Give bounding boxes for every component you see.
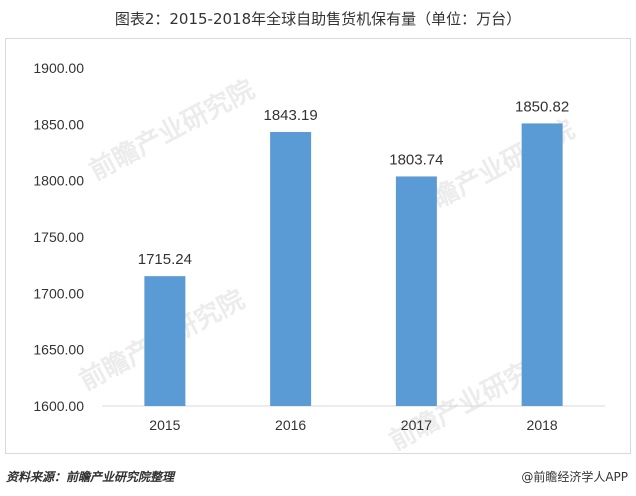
x-tick-label: 2016 <box>275 417 306 433</box>
data-label: 1843.19 <box>264 107 318 124</box>
data-label: 1850.82 <box>515 98 569 115</box>
y-tick-label: 1800.00 <box>33 173 84 189</box>
bar <box>521 123 563 406</box>
bar <box>270 132 312 407</box>
y-tick-label: 1700.00 <box>33 285 84 301</box>
data-label: 1803.74 <box>389 151 443 168</box>
brand-credit: @前瞻经济学人APP <box>521 470 628 484</box>
chart-frame <box>5 38 631 454</box>
data-label: 1715.24 <box>138 251 192 268</box>
y-tick-label: 1850.00 <box>33 116 84 132</box>
chart-title: 图表2：2015-2018年全球自助售货机保有量（单位：万台） <box>114 10 522 28</box>
x-tick-label: 2018 <box>527 417 558 433</box>
bar <box>395 176 437 406</box>
source-note: 资料来源：前瞻产业研究院整理 <box>6 470 175 484</box>
y-tick-label: 1750.00 <box>33 229 84 245</box>
y-tick-label: 1650.00 <box>33 342 84 358</box>
y-tick-label: 1600.00 <box>33 398 84 414</box>
x-tick-label: 2015 <box>149 417 180 433</box>
bar <box>144 276 186 406</box>
x-tick-label: 2017 <box>401 417 432 433</box>
y-tick-label: 1900.00 <box>33 60 84 76</box>
